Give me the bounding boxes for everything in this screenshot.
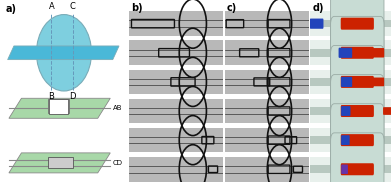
FancyBboxPatch shape <box>383 107 391 115</box>
Bar <box>310 165 391 173</box>
Bar <box>129 128 223 153</box>
FancyBboxPatch shape <box>331 75 384 147</box>
Bar <box>225 157 309 182</box>
FancyBboxPatch shape <box>331 133 384 182</box>
Bar <box>225 11 309 36</box>
Text: d): d) <box>312 3 324 13</box>
Bar <box>310 49 391 57</box>
Text: A: A <box>48 2 54 11</box>
FancyBboxPatch shape <box>341 165 348 174</box>
FancyBboxPatch shape <box>341 106 350 116</box>
Bar <box>225 128 309 153</box>
Polygon shape <box>48 99 69 113</box>
Text: AB: AB <box>113 105 122 111</box>
Bar <box>310 99 391 123</box>
FancyBboxPatch shape <box>339 48 352 58</box>
FancyBboxPatch shape <box>341 134 374 146</box>
Polygon shape <box>9 98 110 118</box>
Text: D: D <box>70 92 76 101</box>
FancyBboxPatch shape <box>341 105 374 117</box>
Text: a): a) <box>5 4 16 14</box>
Ellipse shape <box>36 15 91 91</box>
FancyBboxPatch shape <box>331 104 384 177</box>
Bar <box>310 78 391 86</box>
FancyBboxPatch shape <box>331 16 384 89</box>
Polygon shape <box>8 46 119 60</box>
FancyBboxPatch shape <box>331 46 384 118</box>
Polygon shape <box>9 153 110 173</box>
FancyBboxPatch shape <box>341 163 374 175</box>
Bar <box>225 70 309 94</box>
Text: c): c) <box>226 3 237 13</box>
FancyBboxPatch shape <box>368 48 384 58</box>
Text: C: C <box>70 2 76 11</box>
Text: B: B <box>48 92 54 101</box>
Bar <box>310 136 391 144</box>
FancyBboxPatch shape <box>341 76 374 88</box>
Bar <box>310 70 391 94</box>
Bar <box>225 40 309 65</box>
Bar <box>129 99 223 123</box>
Bar <box>129 70 223 94</box>
FancyBboxPatch shape <box>341 47 374 59</box>
Bar <box>310 128 391 153</box>
Bar <box>310 20 391 27</box>
Bar <box>129 157 223 182</box>
FancyBboxPatch shape <box>341 18 374 30</box>
Bar <box>310 11 391 36</box>
Text: CD: CD <box>113 160 123 166</box>
FancyBboxPatch shape <box>310 19 323 29</box>
Bar <box>310 40 391 65</box>
Text: b): b) <box>131 3 143 13</box>
Bar <box>225 99 309 123</box>
FancyBboxPatch shape <box>331 0 384 60</box>
Bar <box>48 157 73 168</box>
FancyBboxPatch shape <box>341 135 350 145</box>
FancyBboxPatch shape <box>371 78 384 86</box>
Bar <box>129 40 223 65</box>
Bar <box>129 11 223 36</box>
Bar <box>310 107 391 115</box>
Bar <box>49 99 68 114</box>
Bar <box>310 157 391 182</box>
FancyBboxPatch shape <box>341 77 352 87</box>
